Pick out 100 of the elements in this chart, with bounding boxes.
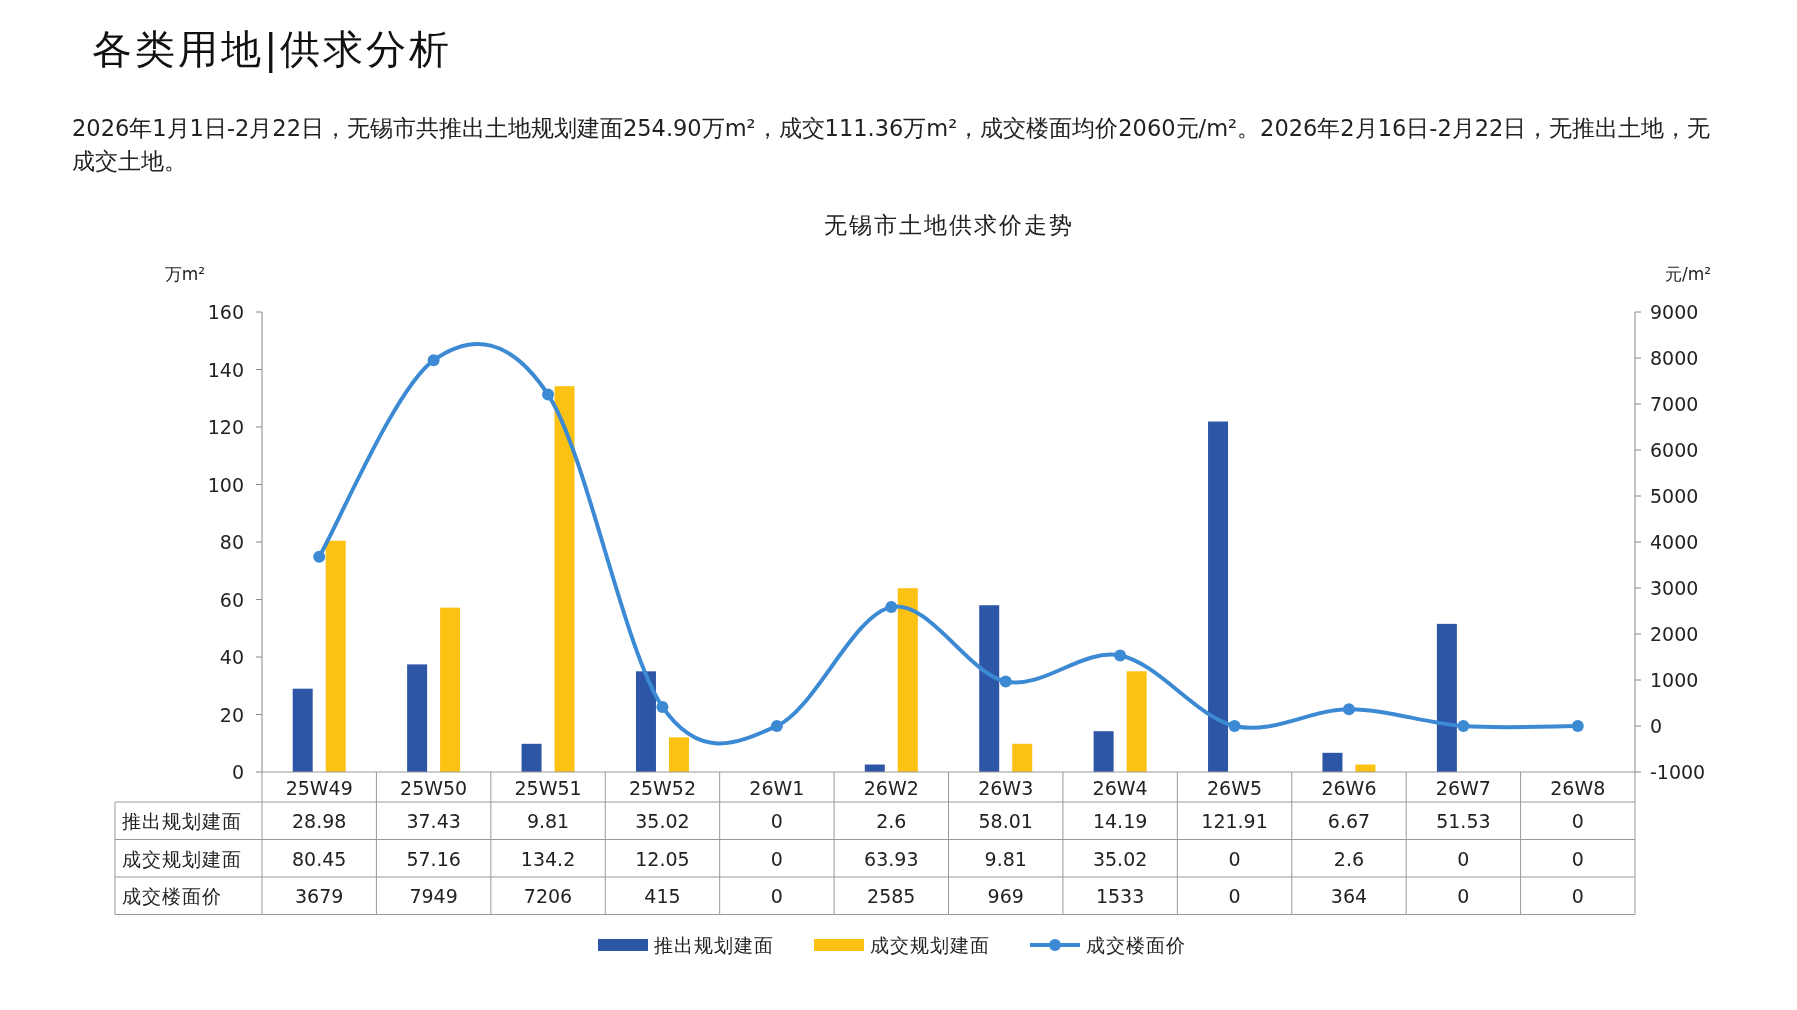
x-tick-label: 26W3 bbox=[978, 777, 1034, 799]
bar bbox=[635, 671, 656, 772]
text: 推出规划建面 bbox=[122, 810, 242, 832]
data-label: 37.43 bbox=[406, 810, 461, 832]
y-tick-label: 60 bbox=[219, 588, 244, 611]
x-tick-label: 26W1 bbox=[749, 777, 805, 799]
data-label: 0 bbox=[1228, 847, 1241, 870]
x-tick-label: 25W50 bbox=[400, 777, 468, 799]
data-label: 2585 bbox=[867, 885, 916, 907]
data-label: 51.53 bbox=[1436, 810, 1491, 832]
y2-tick-label: 2000 bbox=[1650, 623, 1699, 645]
bar bbox=[1208, 421, 1229, 772]
y2-tick-label: 0 bbox=[1650, 715, 1663, 737]
x-tick-label: 26W7 bbox=[1435, 777, 1491, 799]
point bbox=[1571, 720, 1584, 732]
x-tick-label: 26W2 bbox=[863, 777, 919, 799]
point bbox=[770, 720, 783, 732]
point bbox=[885, 601, 898, 614]
y-tick-label: 40 bbox=[219, 646, 244, 668]
y-tick-label: 20 bbox=[219, 703, 244, 726]
data-label: 14.19 bbox=[1092, 810, 1148, 832]
bar bbox=[1126, 671, 1147, 772]
x-tick-label: 26W6 bbox=[1321, 777, 1377, 799]
data-label: 9.81 bbox=[526, 810, 570, 832]
point bbox=[1342, 703, 1355, 716]
y2-axis-title: 元/m² bbox=[1664, 264, 1712, 284]
point bbox=[427, 354, 440, 367]
text: 各类用地|供求分析 bbox=[92, 25, 453, 75]
data-label: 134.2 bbox=[520, 847, 576, 870]
x-tick-label: 26W4 bbox=[1092, 777, 1148, 799]
x-tick-label: 25W51 bbox=[514, 777, 582, 799]
data-label: 415 bbox=[644, 885, 681, 907]
data-label: 0 bbox=[1571, 810, 1584, 832]
data-label: 28.98 bbox=[292, 810, 347, 832]
data-label: 7206 bbox=[523, 885, 573, 907]
bar bbox=[521, 743, 542, 772]
x-tick-label: 26W5 bbox=[1207, 777, 1263, 799]
bar bbox=[1093, 731, 1114, 772]
data-label: 364 bbox=[1330, 885, 1368, 907]
data-label: 0 bbox=[1571, 885, 1584, 907]
bar bbox=[1436, 623, 1457, 772]
bar bbox=[979, 605, 1000, 772]
bar bbox=[440, 607, 461, 772]
text: 成交楼面价 bbox=[122, 885, 222, 907]
y2-tick-label: 5000 bbox=[1650, 485, 1699, 507]
point bbox=[999, 675, 1012, 688]
bar bbox=[407, 664, 428, 772]
x-tick-label: 25W52 bbox=[628, 777, 697, 799]
data-label: 121.91 bbox=[1201, 810, 1268, 832]
bar bbox=[1012, 743, 1033, 772]
point bbox=[1457, 720, 1470, 732]
data-label: 9.81 bbox=[984, 847, 1027, 870]
x-tick-label: 25W49 bbox=[285, 777, 353, 799]
data-label: 1533 bbox=[1095, 885, 1145, 907]
text: 2026年1月1日-2月22日，无锡市共推出土地规划建面254.90万m²，成交111.36万m²，成交楼面均价2060元/m²。2026年2月16日-2月22日，无推出土地，无成交土地。 bbox=[72, 114, 1712, 176]
data-label: 2.6 bbox=[1333, 847, 1365, 870]
data-label: 12.05 bbox=[635, 847, 690, 870]
legend-label: 成交规划建面 bbox=[870, 934, 990, 956]
y2-tick-label: 1000 bbox=[1650, 669, 1699, 691]
bar bbox=[1322, 752, 1343, 772]
data-label: 6.67 bbox=[1327, 810, 1371, 832]
bar bbox=[668, 737, 689, 772]
y2-tick-label: 3000 bbox=[1650, 577, 1699, 599]
data-label: 58.01 bbox=[978, 810, 1033, 832]
chart-title: 无锡市土地供求价走势 bbox=[823, 212, 1074, 238]
data-label: 2.6 bbox=[876, 810, 907, 832]
point bbox=[542, 388, 555, 401]
point bbox=[1114, 649, 1127, 662]
point bbox=[1228, 720, 1241, 732]
y-tick-label: 120 bbox=[207, 416, 244, 438]
legend-label: 推出规划建面 bbox=[654, 934, 774, 956]
text: 成交规划建面 bbox=[122, 847, 242, 870]
data-label: 35.02 bbox=[1092, 847, 1148, 870]
data-label: 0 bbox=[1571, 847, 1584, 870]
data-label: 0 bbox=[1457, 847, 1470, 870]
data-label: 80.45 bbox=[292, 847, 347, 870]
y-axis-title: 万m² bbox=[164, 264, 206, 284]
data-label: 0 bbox=[1228, 885, 1241, 907]
y2-tick-label: 9000 bbox=[1650, 301, 1699, 323]
point bbox=[313, 550, 326, 563]
data-label: 0 bbox=[1457, 885, 1470, 907]
data-label: 969 bbox=[987, 885, 1024, 907]
bar bbox=[897, 588, 918, 772]
data-label: 35.02 bbox=[635, 810, 690, 832]
y-tick-label: 80 bbox=[219, 531, 244, 553]
y2-tick-label: 8000 bbox=[1650, 347, 1699, 369]
data-label: 0 bbox=[770, 885, 783, 907]
point bbox=[656, 700, 669, 713]
data-label: 63.93 bbox=[864, 847, 919, 870]
y-tick-label: 160 bbox=[207, 301, 244, 323]
y-tick-label: 140 bbox=[207, 358, 244, 381]
data-label: 3679 bbox=[295, 885, 344, 907]
x-tick-label: 26W8 bbox=[1550, 777, 1606, 799]
y-tick-label: 100 bbox=[207, 473, 244, 496]
data-label: 7949 bbox=[409, 885, 458, 907]
legend-label: 成交楼面价 bbox=[1086, 934, 1186, 956]
data-label: 0 bbox=[770, 810, 783, 832]
y2-tick-label: 7000 bbox=[1650, 393, 1699, 415]
y-tick-label: 0 bbox=[231, 761, 244, 783]
data-label: 0 bbox=[770, 847, 783, 870]
